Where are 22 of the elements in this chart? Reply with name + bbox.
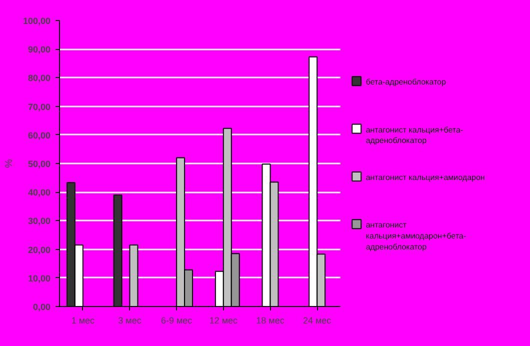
y-axis-title: %	[4, 158, 15, 168]
y-tick-label: 10,00	[28, 273, 51, 284]
y-tick-label: 40,00	[28, 188, 51, 198]
legend-label: антагонист кальция+бета-адреноблокатор	[366, 125, 464, 146]
y-tick-label: 20,00	[28, 244, 51, 255]
legend-label: антагонист кальция+амиодарон+бета-адреноблокатор	[366, 220, 466, 252]
y-tick-label: 80,00	[28, 73, 51, 84]
y-tick-label: 60,00	[28, 130, 51, 140]
x-tick-label: 6-9 мес	[160, 316, 193, 326]
x-tick-label: 24 мес	[302, 316, 332, 326]
y-tick-label: 90,00	[28, 44, 51, 55]
legend-label: бета-адреноблокатор	[366, 78, 446, 87]
x-tick-label: 12 мес	[209, 316, 238, 326]
x-tick-label: 18 мес	[256, 316, 285, 326]
legend-label: антагонист кальция+амиодарон	[366, 173, 485, 182]
y-tick-label: 30,00	[28, 216, 51, 226]
x-tick-label: 3 мес	[118, 316, 142, 326]
y-tick-label: 100,00	[22, 16, 51, 26]
y-tick-label: 0,00	[32, 302, 51, 312]
y-tick-label: 50,00	[28, 159, 51, 169]
y-tick-label: 70,00	[28, 102, 51, 112]
x-tick-label: 1 мес	[71, 316, 96, 326]
